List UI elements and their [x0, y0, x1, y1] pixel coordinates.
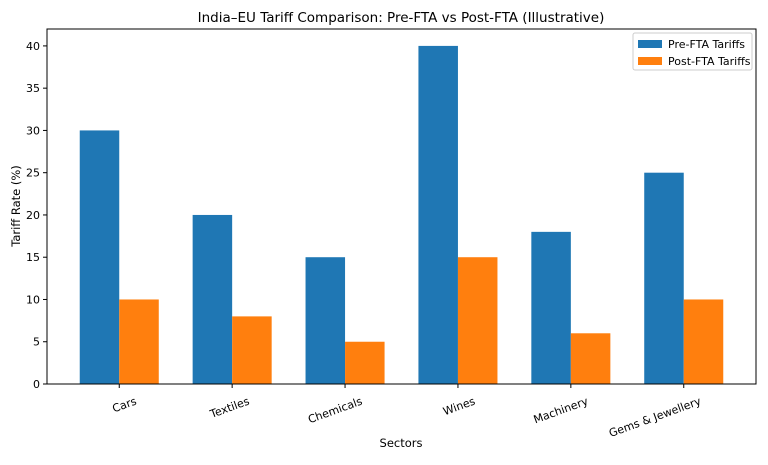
legend-label: Pre-FTA Tariffs	[668, 38, 745, 51]
bar-post-chemicals	[345, 341, 385, 384]
bar-post-wines	[457, 257, 498, 384]
bar-post-machinery	[570, 333, 611, 384]
bar-post-textiles	[232, 316, 272, 384]
y-axis-label: Tariff Rate (%)	[9, 165, 23, 248]
legend-box	[632, 32, 753, 71]
bar-pre-gems-jewellery	[644, 172, 684, 384]
plot-frame	[46, 28, 757, 385]
x-tick-label: Machinery	[532, 394, 591, 426]
x-tick-label: Textiles	[207, 395, 251, 422]
y-tick-label: 10	[26, 293, 40, 306]
legend-swatch	[638, 57, 662, 65]
x-tick-label: Wines	[441, 395, 477, 419]
y-tick-label: 40	[26, 40, 40, 53]
y-tick-label: 20	[26, 209, 40, 222]
legend: Pre-FTA Tariffs Post-FTA Tariffs	[632, 32, 753, 71]
bar-post-gems-jewellery	[683, 299, 724, 384]
y-tick-label: 0	[33, 378, 40, 391]
y-tick-label: 15	[26, 251, 40, 264]
bar-post-cars	[119, 299, 159, 384]
y-tick-label: 25	[26, 167, 40, 180]
x-axis-label: Sectors	[380, 436, 423, 450]
y-tick-label: 5	[33, 336, 40, 349]
x-tick-label: Cars	[111, 395, 139, 416]
chart-title: India–EU Tariff Comparison: Pre-FTA vs P…	[198, 10, 605, 26]
y-tick-label: 35	[26, 82, 40, 95]
x-tick-label: Gems & Jewellery	[607, 394, 703, 440]
y-tick-label: 30	[26, 124, 40, 137]
bar-pre-machinery	[531, 231, 571, 384]
legend-label: Post-FTA Tariffs	[668, 55, 751, 68]
bar-pre-chemicals	[305, 257, 346, 384]
bar-pre-cars	[79, 130, 120, 384]
bar-pre-wines	[418, 45, 458, 385]
x-tick-label: Chemicals	[306, 395, 364, 427]
bar-pre-textiles	[192, 214, 233, 384]
legend-swatch	[638, 40, 662, 48]
